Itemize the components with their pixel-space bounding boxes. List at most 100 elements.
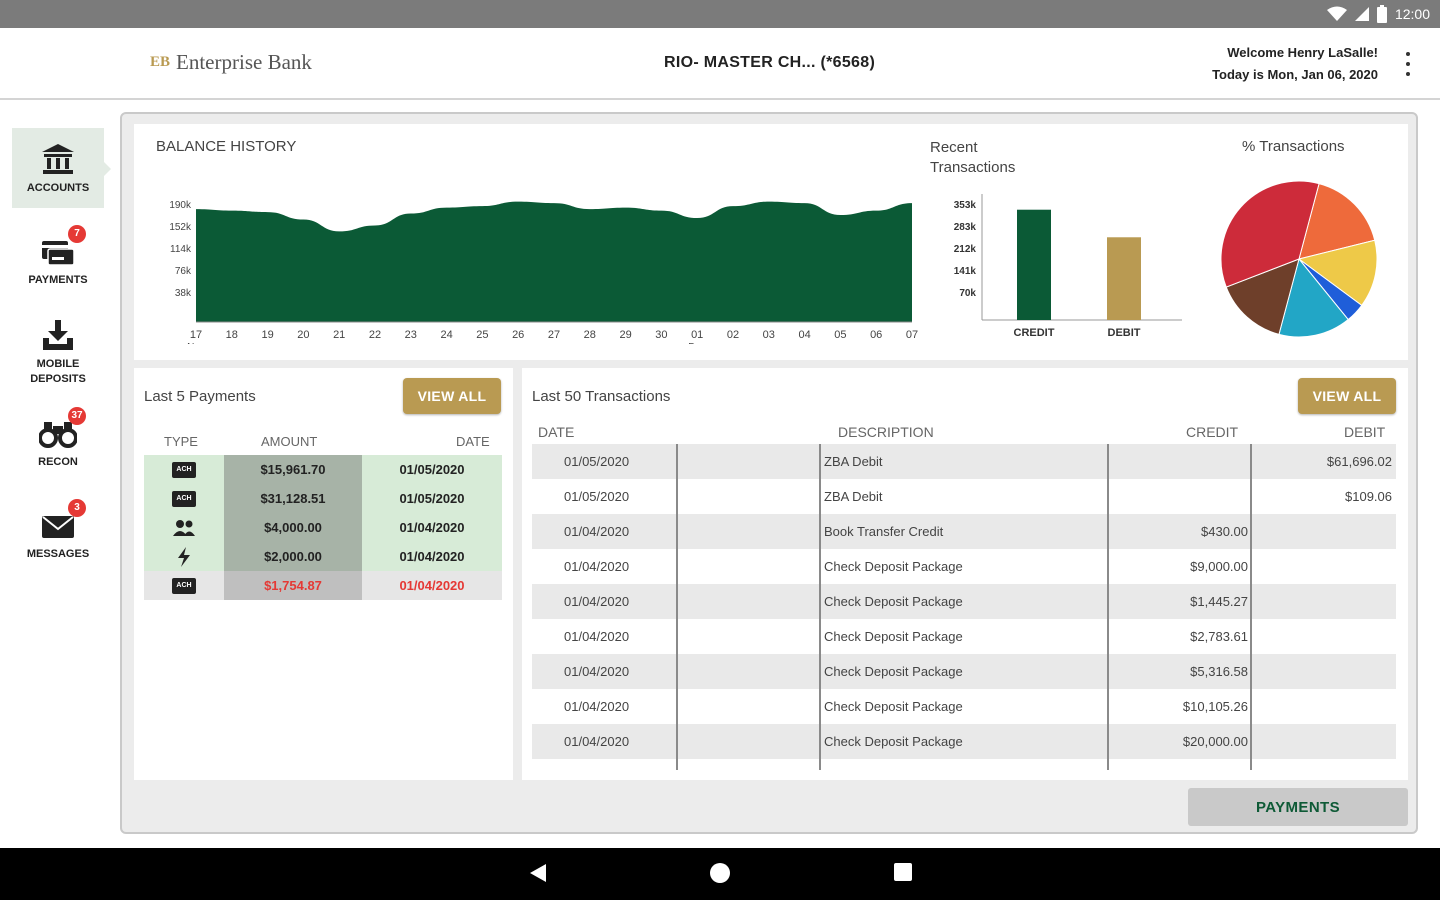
transactions-col-date: DATE — [538, 424, 575, 440]
balance-history-chart[interactable]: 190k 152k 114k 76k 38k 17 18 19 20 21 22 23 24 25 26 27… — [144, 124, 934, 344]
x-tick-label: 06 — [870, 329, 882, 341]
transaction-description: Check Deposit Package — [824, 629, 963, 644]
transaction-description: Check Deposit Package — [824, 594, 963, 609]
table-row[interactable]: $2,000.00 01/04/2020 — [144, 542, 502, 571]
battery-icon — [1376, 5, 1387, 23]
transactions-title: Last 50 Transactions — [532, 388, 671, 405]
x-tick-label: 07 — [906, 329, 918, 341]
sidebar-item-payments[interactable]: 7 PAYMENTS — [12, 220, 104, 300]
table-row[interactable]: 01/04/2020 Check Deposit Package $10,105.2… — [532, 689, 1396, 724]
back-icon[interactable] — [528, 862, 548, 884]
bolt-icon — [178, 546, 190, 567]
account-title[interactable]: RIO- MASTER CH... (*6568) — [664, 54, 876, 71]
sidebar-item-label: PAYMENTS — [28, 273, 88, 286]
home-icon[interactable] — [709, 862, 731, 884]
transaction-description: Check Deposit Package — [824, 559, 963, 574]
transaction-credit: $9,000.00 — [1190, 559, 1248, 574]
x-tick-label: 23 — [405, 329, 417, 341]
payments-view-all-button[interactable]: VIEW ALL — [403, 378, 501, 414]
pct-transactions-chart[interactable] — [1204, 164, 1394, 354]
balance-area — [196, 201, 912, 322]
payments-title: Last 5 Payments — [144, 388, 256, 405]
x-tick-label: 21 — [333, 329, 345, 341]
month-label: Nov — [187, 342, 205, 344]
payments-col-amount: AMOUNT — [261, 434, 318, 449]
payments-col-type: TYPE — [164, 434, 198, 449]
x-tick-label: 05 — [834, 329, 846, 341]
table-row[interactable]: ACH $1,754.87 01/04/2020 — [144, 571, 502, 600]
sidebar-item-messages[interactable]: 3 MESSAGES — [12, 494, 104, 574]
y-tick-label: 141k — [954, 266, 977, 277]
pie-slice[interactable] — [1278, 257, 1349, 338]
payments-card: Last 5 Payments VIEW ALL TYPE AMOUNT DAT… — [134, 368, 513, 780]
clock: 12:00 — [1394, 6, 1430, 22]
x-tick-label: 25 — [476, 329, 488, 341]
binoculars-icon — [39, 421, 77, 448]
logo[interactable]: EB Enterprise Bank — [150, 50, 312, 75]
payment-date: 01/04/2020 — [362, 571, 502, 600]
transaction-date: 01/04/2020 — [564, 734, 630, 749]
app-header: EB Enterprise Bank RIO- MASTER CH... (*6… — [0, 28, 1440, 100]
x-tick-label: 18 — [226, 329, 238, 341]
y-tick-label: 190k — [169, 200, 192, 211]
payment-amount: $1,754.87 — [224, 571, 362, 600]
transaction-date: 01/04/2020 — [564, 524, 630, 539]
transaction-credit: $430.00 — [1201, 524, 1248, 539]
table-row[interactable]: $4,000.00 01/04/2020 — [144, 513, 502, 542]
x-tick-label: 19 — [261, 329, 273, 341]
recon-badge: 37 — [68, 406, 86, 425]
pie-slice[interactable] — [1225, 258, 1300, 335]
pie-slice[interactable] — [1297, 239, 1378, 307]
x-tick-label: 17 — [190, 329, 202, 341]
table-row[interactable]: 01/05/2020 ZBA Debit $109.06 — [532, 479, 1396, 514]
recent-transactions-chart[interactable]: 353k 283k 212k 141k 70k CREDIT DEBIT — [924, 124, 1194, 344]
transaction-description: ZBA Debit — [824, 489, 883, 504]
y-tick-label: 353k — [954, 200, 977, 211]
transaction-debit: $109.06 — [1345, 489, 1392, 504]
table-row[interactable]: 01/05/2020 ZBA Debit $61,696.02 — [532, 444, 1396, 479]
ach-icon: ACH — [172, 490, 196, 507]
payment-date: 01/05/2020 — [362, 484, 502, 513]
payments-button[interactable]: PAYMENTS — [1188, 788, 1408, 826]
table-row[interactable]: 01/04/2020 Check Deposit Package $5,316.58 — [532, 654, 1396, 689]
welcome-text: Welcome Henry LaSalle! — [1227, 45, 1378, 60]
table-row[interactable]: 01/04/2020 Check Deposit Package $9,000.00 — [532, 549, 1396, 584]
sidebar-item-recon[interactable]: 37 RECON — [12, 402, 104, 482]
transactions-col-debit: DEBIT — [1344, 424, 1386, 440]
transaction-date: 01/04/2020 — [564, 594, 630, 609]
x-tick-label: 24 — [440, 329, 452, 341]
table-row[interactable]: 01/04/2020 Check Deposit Package $20,000.0… — [532, 724, 1396, 759]
transactions-view-all-button[interactable]: VIEW ALL — [1298, 378, 1396, 414]
sidebar-item-label: ACCOUNTS — [26, 181, 90, 194]
table-row[interactable]: 01/04/2020 Check Deposit Package $1,445.27 — [532, 584, 1396, 619]
sidebar-item-mobile-deposits[interactable]: MOBILE DEPOSITS — [12, 312, 104, 392]
pie-slice[interactable] — [1220, 180, 1320, 288]
x-tick-label: 29 — [619, 329, 631, 341]
bar-debit[interactable] — [1107, 237, 1141, 320]
column-divider — [1107, 444, 1109, 770]
pie-slice[interactable] — [1298, 183, 1376, 260]
table-row[interactable]: ACH $15,961.70 01/05/2020 — [144, 455, 502, 484]
transaction-credit: $2,783.61 — [1190, 629, 1248, 644]
sidebar-item-accounts[interactable]: ACCOUNTS — [12, 128, 104, 208]
logo-text: Enterprise Bank — [176, 50, 312, 74]
overflow-menu-icon[interactable] — [1402, 52, 1414, 76]
welcome-block: Welcome Henry LaSalle! Today is Mon, Jan… — [1212, 42, 1378, 86]
charts-card: BALANCE HISTORY 190k 152k 114k 76k 38k 17 18 19… — [134, 124, 1408, 360]
transaction-date: 01/04/2020 — [564, 559, 630, 574]
table-row[interactable]: 01/04/2020 Book Transfer Credit $430.00 — [532, 514, 1396, 549]
recent-transactions-title: Recent Transactions — [930, 139, 1016, 176]
transaction-date: 01/04/2020 — [564, 629, 630, 644]
transactions-card: Last 50 Transactions VIEW ALL DATE DESCR… — [522, 368, 1408, 780]
x-tick-label: 01 — [691, 329, 703, 341]
y-tick-label: 212k — [954, 244, 977, 255]
transactions-table: 01/05/2020 ZBA Debit $61,696.02 01/05/2020 Z… — [532, 444, 1396, 770]
table-row[interactable]: ACH $31,128.51 01/05/2020 — [144, 484, 502, 513]
bar-credit[interactable] — [1017, 209, 1051, 320]
table-row[interactable]: 01/04/2020 Check Deposit Package $2,783.61 — [532, 619, 1396, 654]
envelope-icon — [42, 515, 74, 538]
transactions-col-credit: CREDIT — [1186, 424, 1239, 440]
system-nav-bar — [0, 848, 1440, 900]
transaction-description: ZBA Debit — [824, 454, 883, 469]
recents-icon[interactable] — [893, 862, 913, 882]
